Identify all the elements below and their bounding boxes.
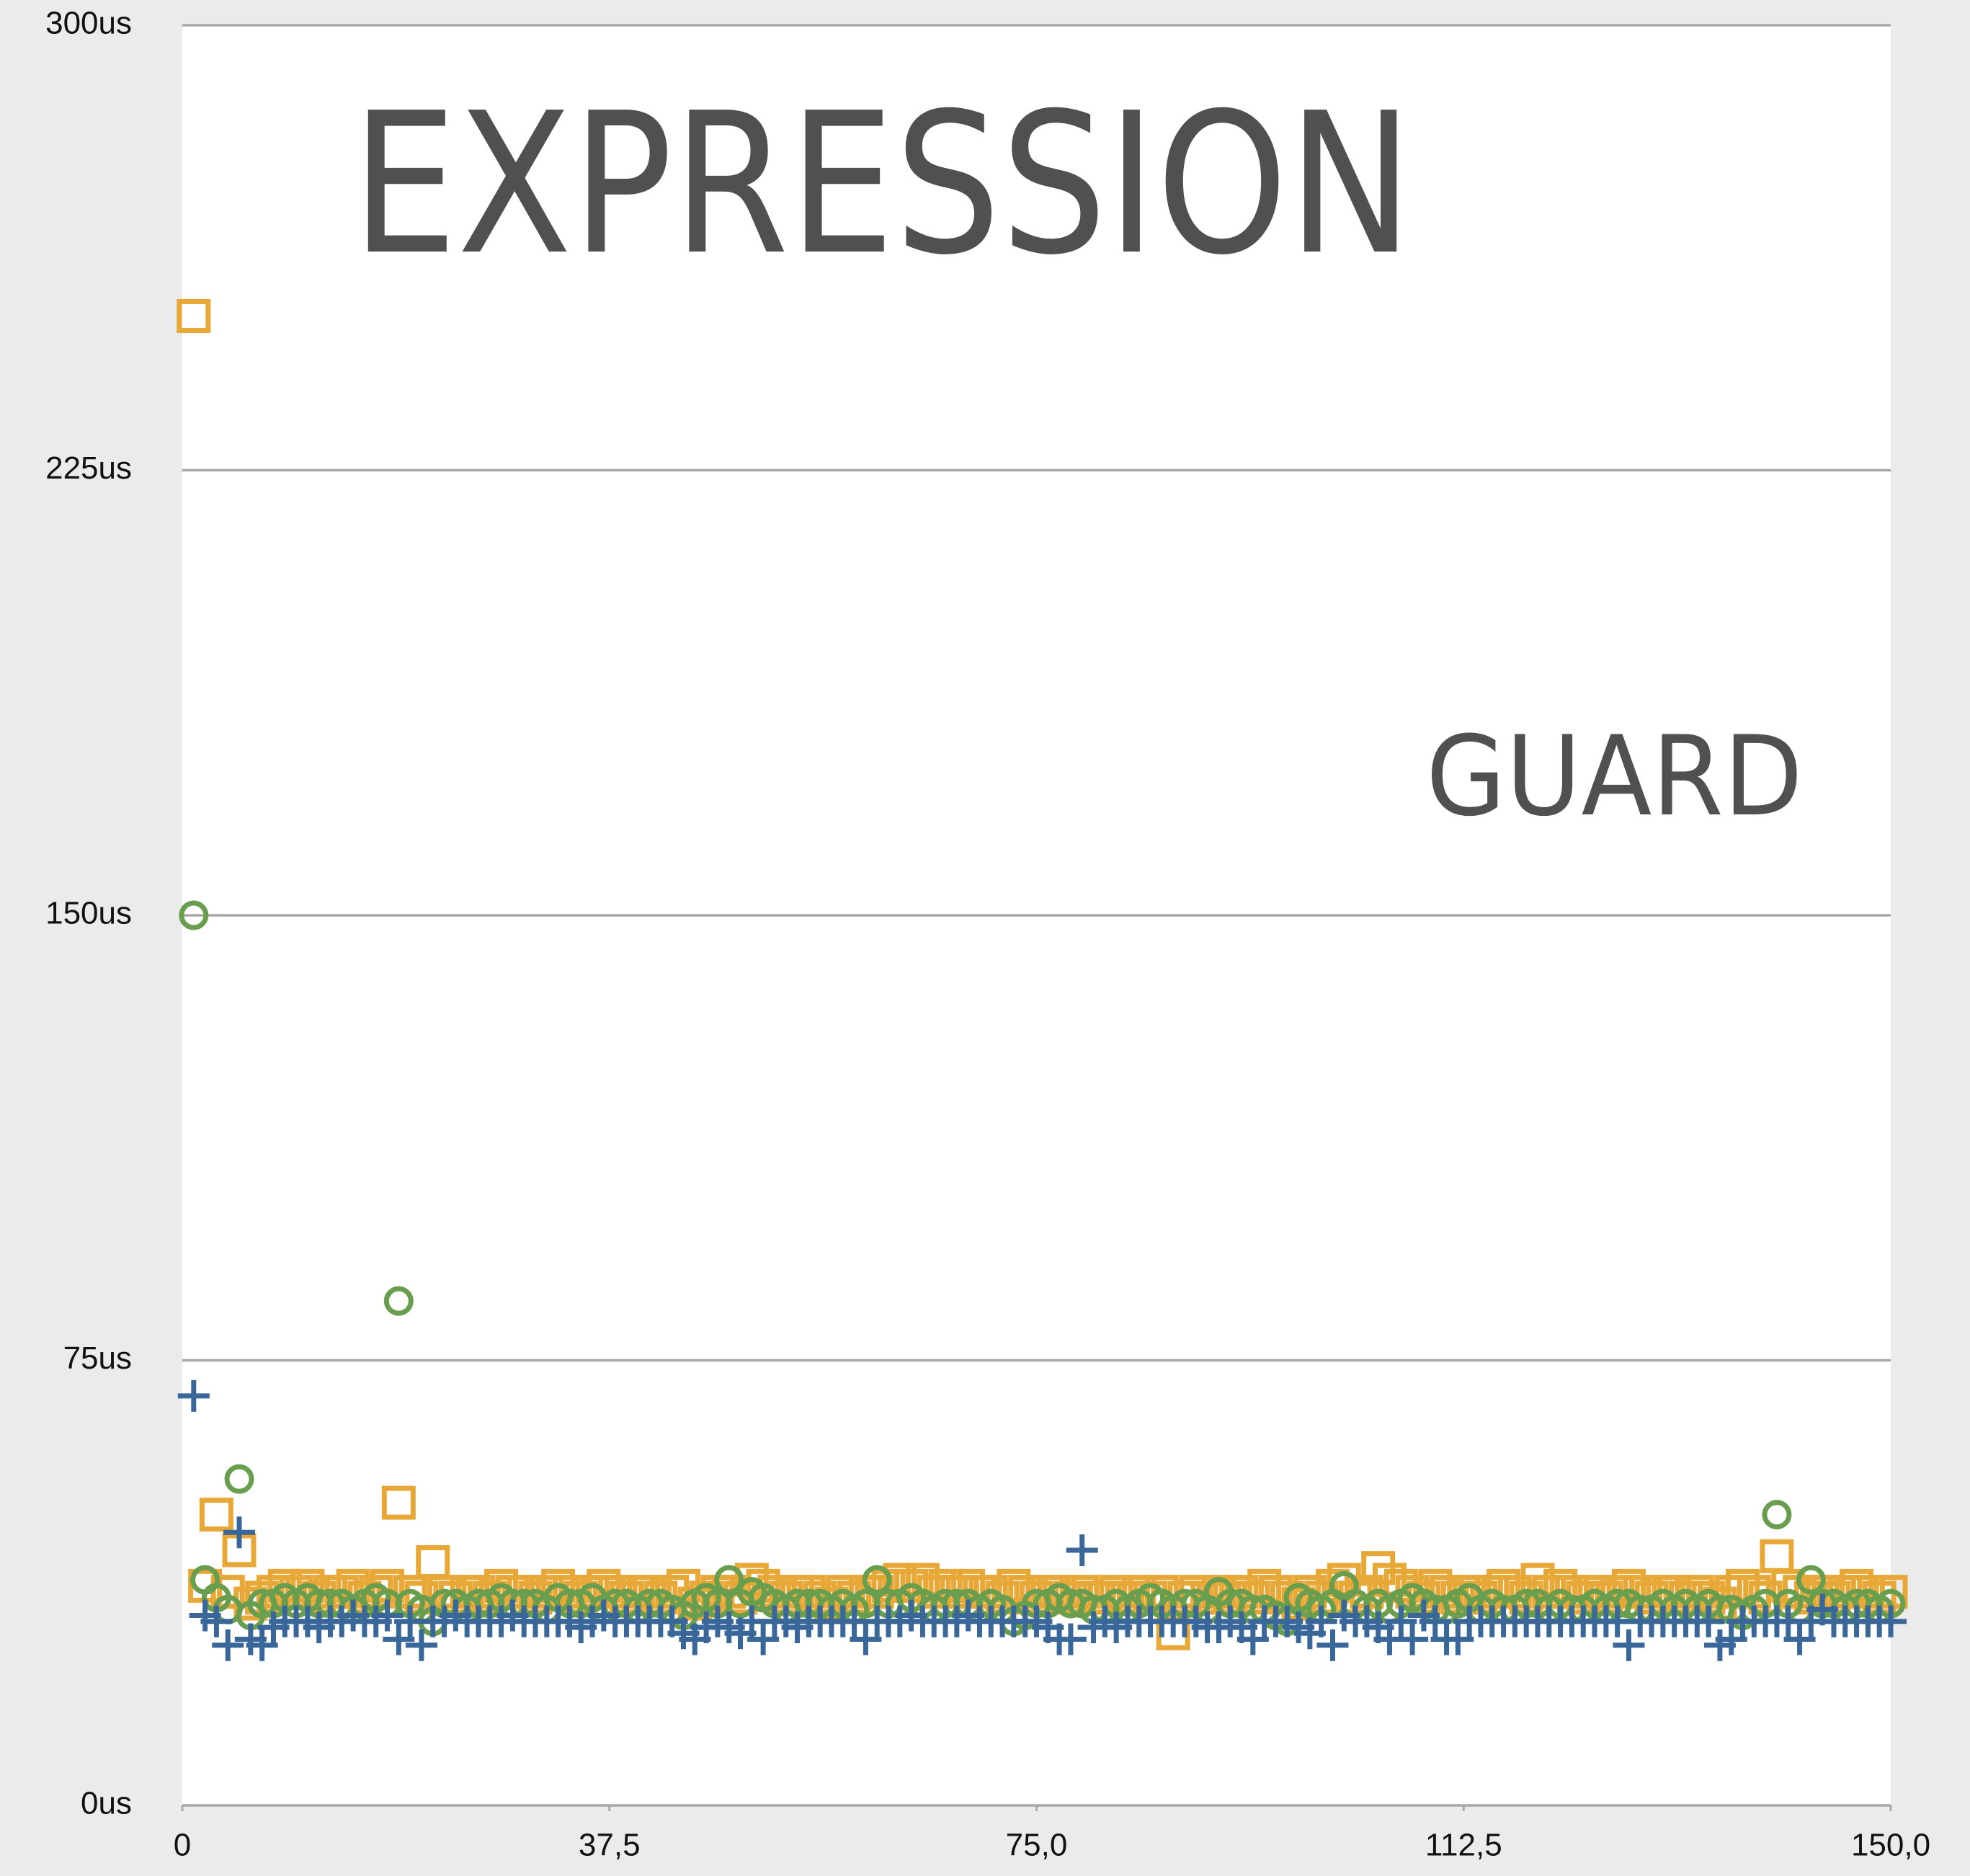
annotation: GUARD bbox=[1426, 713, 1803, 841]
point bbox=[1875, 1605, 1907, 1637]
point bbox=[212, 1629, 244, 1661]
point bbox=[1419, 1605, 1451, 1637]
point bbox=[179, 900, 209, 930]
point bbox=[224, 1464, 254, 1494]
point bbox=[1762, 1500, 1792, 1530]
point bbox=[862, 1565, 892, 1595]
annotation: EXPRESSION bbox=[352, 71, 1413, 298]
point bbox=[199, 1498, 233, 1532]
point bbox=[383, 1623, 415, 1655]
x-tick-label: 112,5 bbox=[1425, 1828, 1502, 1863]
x-tick-label: 150,0 bbox=[1851, 1828, 1930, 1863]
point bbox=[381, 1485, 416, 1520]
point bbox=[177, 1379, 210, 1412]
point bbox=[1796, 1565, 1826, 1595]
point bbox=[1054, 1623, 1087, 1655]
point bbox=[1361, 1551, 1396, 1586]
point bbox=[1442, 1623, 1474, 1655]
point bbox=[1715, 1623, 1747, 1655]
point bbox=[223, 1516, 256, 1549]
y-tick-label: 225us bbox=[45, 450, 132, 486]
x-tick-label: 37,5 bbox=[579, 1828, 641, 1863]
point bbox=[1783, 1623, 1816, 1655]
point bbox=[747, 1623, 780, 1655]
point bbox=[246, 1629, 278, 1661]
point bbox=[714, 1565, 744, 1595]
y-tick-label: 75us bbox=[63, 1341, 132, 1376]
point bbox=[1316, 1629, 1349, 1661]
point bbox=[1693, 1605, 1725, 1637]
point bbox=[200, 1605, 233, 1637]
point bbox=[1613, 1629, 1645, 1661]
y-tick-label: 150us bbox=[45, 896, 132, 931]
x-tick-label: 0 bbox=[174, 1828, 191, 1863]
point bbox=[1066, 1534, 1098, 1566]
point bbox=[177, 298, 211, 333]
y-tick-label: 300us bbox=[45, 6, 132, 41]
series bbox=[177, 1379, 1907, 1661]
x-tick-label: 75,0 bbox=[1006, 1828, 1068, 1863]
y-tick-label: 0us bbox=[81, 1786, 132, 1821]
point bbox=[1396, 1623, 1429, 1655]
point bbox=[1305, 1605, 1337, 1637]
point bbox=[1385, 1605, 1417, 1637]
point bbox=[405, 1629, 437, 1661]
point bbox=[383, 1286, 414, 1316]
point bbox=[371, 1599, 404, 1632]
point bbox=[1236, 1623, 1269, 1655]
point bbox=[850, 1623, 882, 1655]
